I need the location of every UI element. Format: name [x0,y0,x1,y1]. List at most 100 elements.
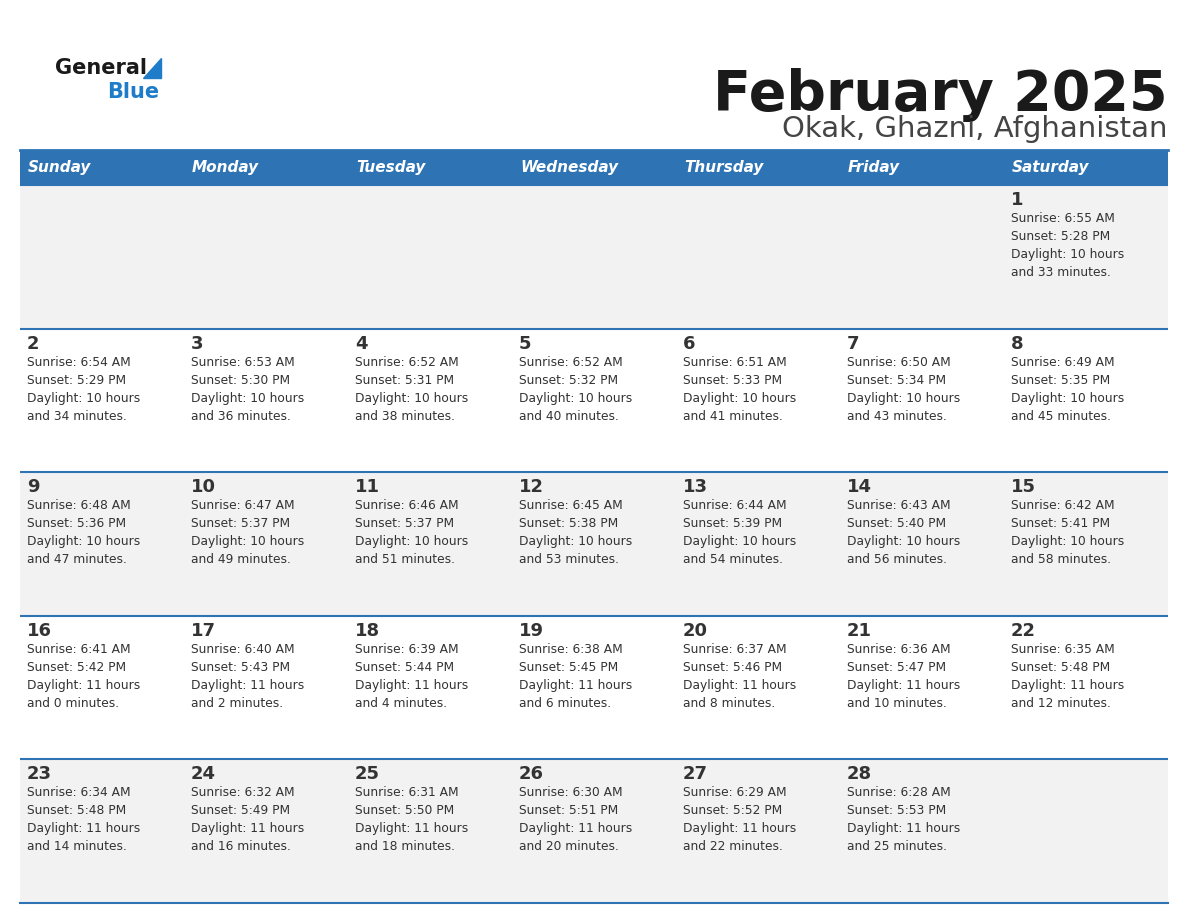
Text: Sunrise: 6:29 AM: Sunrise: 6:29 AM [683,787,786,800]
Text: Sunset: 5:53 PM: Sunset: 5:53 PM [847,804,947,817]
Bar [676,150,840,185]
Bar [1004,150,1168,185]
Bar [512,472,676,616]
Text: Sunrise: 6:30 AM: Sunrise: 6:30 AM [519,787,623,800]
Bar [20,185,184,329]
Text: and 25 minutes.: and 25 minutes. [847,840,947,854]
Text: Sunrise: 6:41 AM: Sunrise: 6:41 AM [27,643,131,655]
Text: Sunrise: 6:46 AM: Sunrise: 6:46 AM [355,499,459,512]
Bar [348,616,512,759]
Text: 2: 2 [27,334,39,353]
Text: 25: 25 [355,766,380,783]
Bar [348,150,512,185]
Text: Sunrise: 6:42 AM: Sunrise: 6:42 AM [1011,499,1114,512]
Text: Okak, Ghazni, Afghanistan: Okak, Ghazni, Afghanistan [783,115,1168,143]
Text: and 54 minutes.: and 54 minutes. [683,554,783,566]
Bar [184,759,348,903]
Bar [512,185,676,329]
Text: Sunrise: 6:39 AM: Sunrise: 6:39 AM [355,643,459,655]
Text: Sunset: 5:45 PM: Sunset: 5:45 PM [519,661,618,674]
Bar [840,759,1004,903]
Text: 26: 26 [519,766,544,783]
Text: Sunset: 5:32 PM: Sunset: 5:32 PM [519,374,618,386]
Text: and 4 minutes.: and 4 minutes. [355,697,447,710]
Bar [840,329,1004,472]
Text: February 2025: February 2025 [713,68,1168,122]
Text: 8: 8 [1011,334,1024,353]
Bar [512,616,676,759]
Bar [676,472,840,616]
Text: Sunset: 5:41 PM: Sunset: 5:41 PM [1011,517,1110,531]
Text: Sunset: 5:40 PM: Sunset: 5:40 PM [847,517,946,531]
Text: Daylight: 10 hours: Daylight: 10 hours [27,392,140,405]
Bar [840,616,1004,759]
Text: Sunset: 5:43 PM: Sunset: 5:43 PM [191,661,290,674]
Text: and 8 minutes.: and 8 minutes. [683,697,776,710]
Text: and 40 minutes.: and 40 minutes. [519,409,619,422]
Text: 13: 13 [683,478,708,497]
Text: Daylight: 11 hours: Daylight: 11 hours [847,678,960,692]
Text: 11: 11 [355,478,380,497]
Text: Sunset: 5:50 PM: Sunset: 5:50 PM [355,804,454,817]
Bar [348,329,512,472]
Text: and 22 minutes.: and 22 minutes. [683,840,783,854]
Text: Daylight: 11 hours: Daylight: 11 hours [27,823,140,835]
Text: Daylight: 10 hours: Daylight: 10 hours [27,535,140,548]
Bar [20,759,184,903]
Text: General: General [55,58,147,78]
Text: Daylight: 11 hours: Daylight: 11 hours [847,823,960,835]
Bar [1004,759,1168,903]
Text: Sunday: Sunday [29,160,91,175]
Text: 9: 9 [27,478,39,497]
Text: and 58 minutes.: and 58 minutes. [1011,554,1111,566]
Text: Monday: Monday [192,160,259,175]
Text: Daylight: 10 hours: Daylight: 10 hours [683,392,796,405]
Text: Sunset: 5:30 PM: Sunset: 5:30 PM [191,374,290,386]
Bar [676,329,840,472]
Text: and 16 minutes.: and 16 minutes. [191,840,291,854]
Text: Daylight: 11 hours: Daylight: 11 hours [191,823,304,835]
Text: Thursday: Thursday [684,160,764,175]
Text: and 18 minutes.: and 18 minutes. [355,840,455,854]
Text: and 12 minutes.: and 12 minutes. [1011,697,1111,710]
Bar [1004,472,1168,616]
Text: Sunset: 5:33 PM: Sunset: 5:33 PM [683,374,782,386]
Bar [348,759,512,903]
Text: and 14 minutes.: and 14 minutes. [27,840,127,854]
Bar [840,472,1004,616]
Bar [20,616,184,759]
Text: Sunset: 5:37 PM: Sunset: 5:37 PM [191,517,290,531]
Text: 19: 19 [519,621,544,640]
Text: 12: 12 [519,478,544,497]
Text: Sunrise: 6:34 AM: Sunrise: 6:34 AM [27,787,131,800]
Text: 20: 20 [683,621,708,640]
Bar [1004,185,1168,329]
Text: 6: 6 [683,334,695,353]
Bar [184,150,348,185]
Text: Daylight: 11 hours: Daylight: 11 hours [519,678,632,692]
Text: and 36 minutes.: and 36 minutes. [191,409,291,422]
Text: Wednesday: Wednesday [520,160,618,175]
Text: and 38 minutes.: and 38 minutes. [355,409,455,422]
Text: Sunrise: 6:38 AM: Sunrise: 6:38 AM [519,643,623,655]
Text: Saturday: Saturday [1012,160,1089,175]
Bar [20,329,184,472]
Bar [184,185,348,329]
Text: 5: 5 [519,334,531,353]
Text: Sunset: 5:49 PM: Sunset: 5:49 PM [191,804,290,817]
Text: and 0 minutes.: and 0 minutes. [27,697,119,710]
Text: 1: 1 [1011,191,1024,209]
Text: 4: 4 [355,334,367,353]
Text: Sunrise: 6:47 AM: Sunrise: 6:47 AM [191,499,295,512]
Text: 27: 27 [683,766,708,783]
Text: 21: 21 [847,621,872,640]
Text: Sunrise: 6:52 AM: Sunrise: 6:52 AM [519,355,623,369]
Text: Daylight: 10 hours: Daylight: 10 hours [191,392,304,405]
Text: Sunrise: 6:31 AM: Sunrise: 6:31 AM [355,787,459,800]
Bar [840,150,1004,185]
Bar [676,759,840,903]
Bar [20,472,184,616]
Text: and 43 minutes.: and 43 minutes. [847,409,947,422]
Text: 24: 24 [191,766,216,783]
Bar [512,329,676,472]
